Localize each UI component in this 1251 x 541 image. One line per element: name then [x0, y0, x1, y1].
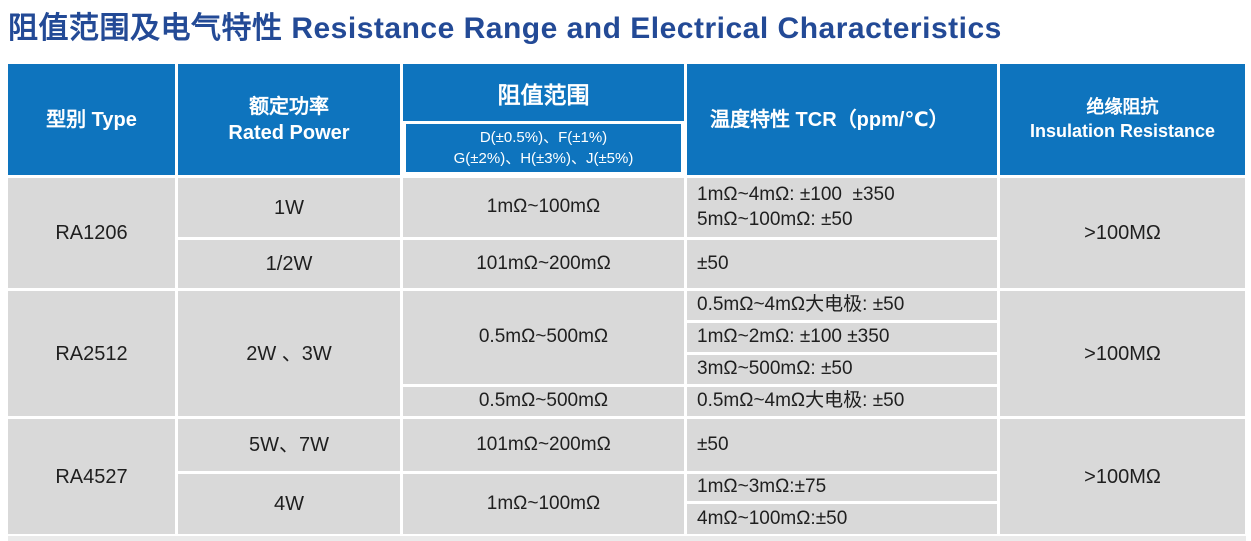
cell-ra1206-range-1: 1mΩ~100mΩ [403, 178, 684, 237]
cell-ra2512-tcr-4: 0.5mΩ~4mΩ大电极: ±50 [687, 387, 997, 416]
header-insulation-resistance: 绝缘阻抗 Insulation Resistance [1000, 64, 1245, 175]
cell-ra4527-type: RA4527 [8, 419, 175, 534]
cell-ra2512-tcr-1: 0.5mΩ~4mΩ大电极: ±50 [687, 291, 997, 320]
cell-ra4527-insulation: >100MΩ [1000, 419, 1245, 534]
table-header-row: 型别 Type 额定功率 Rated Power 阻值范围 D(±0.5%)、F… [8, 64, 1245, 175]
cell-ra4527-power-1: 5W、7W [178, 419, 400, 471]
header-rated-power: 额定功率 Rated Power [178, 64, 400, 175]
cell-ra4527-tcr-2b: 4mΩ~100mΩ:±50 [687, 504, 997, 534]
characteristics-table: 型别 Type 额定功率 Rated Power 阻值范围 D(±0.5%)、F… [8, 64, 1245, 534]
cell-ra1206-tcr-2: ±50 [687, 240, 997, 288]
cell-ra2512-tcr-3: 3mΩ~500mΩ: ±50 [687, 355, 997, 384]
cell-ra2512-power: 2W 、3W [178, 291, 400, 416]
cell-ra1206-power-1: 1W [178, 178, 400, 237]
cell-ra4527-tcr-1: ±50 [687, 419, 997, 471]
header-resistance-range-group: 阻值范围 D(±0.5%)、F(±1%) G(±2%)、H(±3%)、J(±5%… [403, 64, 684, 175]
cell-ra2512-range-b: 0.5mΩ~500mΩ [403, 387, 684, 416]
header-resistance-range: 阻值范围 [497, 81, 590, 108]
cell-ra4527-power-2: 4W [178, 474, 400, 534]
cell-ra4527-range-1: 101mΩ~200mΩ [403, 419, 684, 471]
cell-ra2512-type: RA2512 [8, 291, 175, 416]
cell-ra2512-insulation: >100MΩ [1000, 291, 1245, 416]
cell-ra1206-range-2: 101mΩ~200mΩ [403, 240, 684, 288]
cell-ra2512-range-a: 0.5mΩ~500mΩ [403, 291, 684, 384]
page-title: 阻值范围及电气特性 Resistance Range and Electrica… [8, 12, 1002, 45]
header-type: 型别 Type [8, 64, 175, 175]
cell-ra2512-tcr-2: 1mΩ~2mΩ: ±100 ±350 [687, 323, 997, 352]
cell-ra1206-power-2: 1/2W [178, 240, 400, 288]
cell-ra1206-type: RA1206 [8, 178, 175, 288]
cell-ra4527-range-2: 1mΩ~100mΩ [403, 474, 684, 534]
header-tolerance-codes: D(±0.5%)、F(±1%) G(±2%)、H(±3%)、J(±5%) [403, 121, 684, 175]
cell-ra1206-insulation: >100MΩ [1000, 178, 1245, 288]
header-tcr: 温度特性 TCR（ppm/℃） [687, 64, 997, 175]
cell-ra1206-tcr-1: 1mΩ~4mΩ: ±100 ±350 5mΩ~100mΩ: ±50 [687, 178, 997, 237]
cell-ra4527-tcr-2a: 1mΩ~3mΩ:±75 [687, 474, 997, 501]
next-section-top-edge [8, 536, 1246, 541]
table-body: RA1206 1W 1mΩ~100mΩ 1mΩ~4mΩ: ±100 ±350 5… [8, 178, 1245, 534]
